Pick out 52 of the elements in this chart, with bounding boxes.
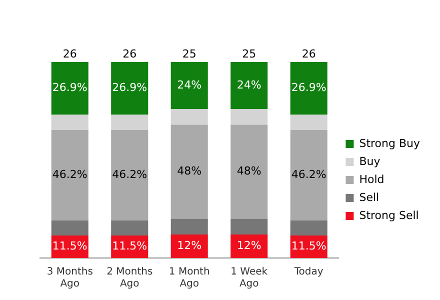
- bar: [290, 62, 328, 115]
- data-label: 48%: [177, 164, 202, 178]
- data-label: 26.9%: [52, 81, 88, 94]
- x-tick-label: 1 Month Ago: [168, 266, 210, 290]
- x-tick-label: 2 Months Ago: [106, 266, 153, 290]
- data-label: 46.2%: [291, 168, 326, 181]
- data-label: 11.5%: [52, 240, 88, 253]
- bar: [111, 220, 148, 236]
- bar: [170, 109, 208, 125]
- data-label: 26.9%: [291, 81, 326, 94]
- bar: [51, 114, 88, 130]
- bar: [230, 62, 268, 110]
- bar: [230, 109, 268, 125]
- data-label: 11.5%: [112, 240, 148, 253]
- annotation: 26: [122, 47, 137, 60]
- bar: [230, 124, 268, 219]
- bar: [230, 234, 268, 258]
- data-label: 26.9%: [112, 81, 148, 94]
- data-label: 46.2%: [112, 168, 148, 181]
- legend-label: Strong Sell: [359, 208, 419, 222]
- x-tick-label: 3 Months Ago: [46, 266, 93, 290]
- legend-label: Hold: [359, 172, 384, 186]
- bar: [290, 114, 328, 130]
- data-label: 11.5%: [291, 240, 326, 253]
- annotation: 25: [182, 47, 196, 60]
- bar: [111, 62, 148, 115]
- legend-label: Buy: [359, 154, 381, 168]
- bar: [170, 62, 208, 110]
- bar: [51, 130, 88, 220]
- data-label: 48%: [236, 164, 262, 178]
- bar: [170, 218, 208, 234]
- data-label: 12%: [236, 239, 262, 252]
- bar: [230, 218, 268, 234]
- annotation: 26: [62, 47, 77, 60]
- bar: [290, 220, 328, 236]
- data-label: 12%: [177, 239, 202, 252]
- data-label: 24%: [236, 78, 262, 92]
- data-label: 24%: [177, 78, 202, 92]
- annotation: 25: [242, 47, 256, 60]
- annotation: 26: [302, 47, 316, 60]
- bar: [170, 124, 208, 219]
- bar: [51, 62, 88, 115]
- bar: [51, 220, 88, 236]
- bar: [111, 130, 148, 220]
- bar: [290, 130, 328, 220]
- legend-label: Sell: [359, 190, 380, 204]
- legend-label: Strong Buy: [359, 136, 420, 150]
- x-tick-label: Today: [293, 266, 324, 278]
- bar: [170, 234, 208, 258]
- bar: [111, 114, 148, 130]
- data-label: 46.2%: [52, 168, 88, 181]
- x-tick-label: 1 Week Ago: [230, 266, 268, 290]
